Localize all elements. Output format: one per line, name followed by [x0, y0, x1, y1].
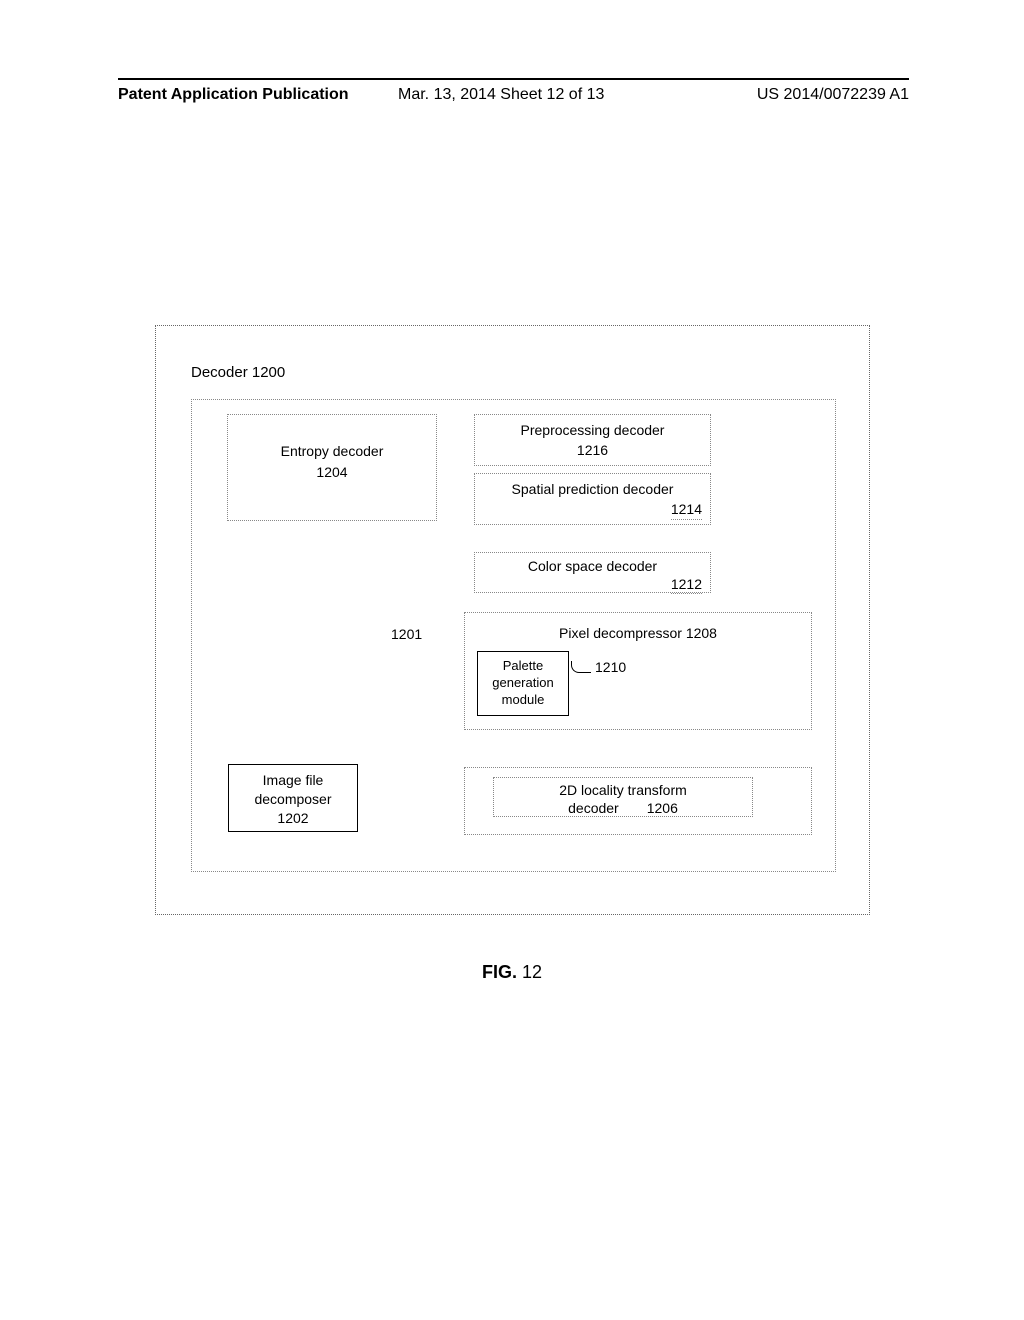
palette-line3: module	[478, 692, 568, 709]
decoder-outer-box: Decoder 1200 Entropy decoder 1204 Prepro…	[155, 325, 870, 915]
locality-line2b: 1206	[647, 799, 678, 817]
preprocessing-decoder-box: Preprocessing decoder 1216	[474, 414, 711, 466]
palette-line1: Palette	[478, 658, 568, 675]
pixel-decompressor-box: Pixel decompressor 1208 Palette generati…	[464, 612, 812, 730]
palette-generation-module-box: Palette generation module	[477, 651, 569, 716]
ref-1201-label: 1201	[391, 626, 422, 642]
locality-transform-decoder-box: 2D locality transform decoder 1206	[493, 777, 753, 817]
imgfile-line3: 1202	[229, 809, 357, 828]
ref-1210-label: 1210	[595, 659, 626, 675]
locality-line1: 2D locality transform	[494, 781, 752, 799]
palette-line2: generation	[478, 675, 568, 692]
imgfile-line2: decomposer	[229, 790, 357, 809]
header-right: US 2014/0072239 A1	[757, 86, 909, 104]
color-space-decoder-box: Color space decoder 1212	[474, 552, 711, 593]
entropy-label: Entropy decoder	[228, 441, 436, 462]
header-left: Patent Application Publication	[118, 86, 349, 104]
spatial-prediction-decoder-box: Spatial prediction decoder 1214	[474, 473, 711, 525]
leader-1210	[571, 661, 591, 673]
preproc-ref: 1216	[475, 441, 710, 461]
color-label: Color space decoder	[483, 557, 702, 575]
image-file-decomposer-box: Image file decomposer 1202	[228, 764, 358, 832]
color-ref: 1212	[671, 575, 702, 594]
preproc-label: Preprocessing decoder	[475, 421, 710, 441]
figure-caption: FIG. 12	[0, 962, 1024, 983]
imgfile-line1: Image file	[229, 771, 357, 790]
patent-page: Patent Application Publication Mar. 13, …	[0, 0, 1024, 1320]
pixel-title: Pixel decompressor 1208	[465, 613, 811, 641]
decoder-title: Decoder 1200	[191, 364, 285, 381]
header-mid: Mar. 13, 2014 Sheet 12 of 13	[398, 86, 604, 104]
entropy-ref: 1204	[228, 462, 436, 483]
spatial-label: Spatial prediction decoder	[483, 480, 702, 500]
header-rule	[118, 78, 909, 80]
locality-container-box: 2D locality transform decoder 1206	[464, 767, 812, 835]
locality-line2a: decoder	[568, 799, 619, 817]
entropy-decoder-box: Entropy decoder 1204	[227, 414, 437, 521]
figure-number: 12	[522, 962, 542, 982]
figure-label: FIG.	[482, 962, 517, 982]
spatial-ref: 1214	[671, 500, 702, 521]
